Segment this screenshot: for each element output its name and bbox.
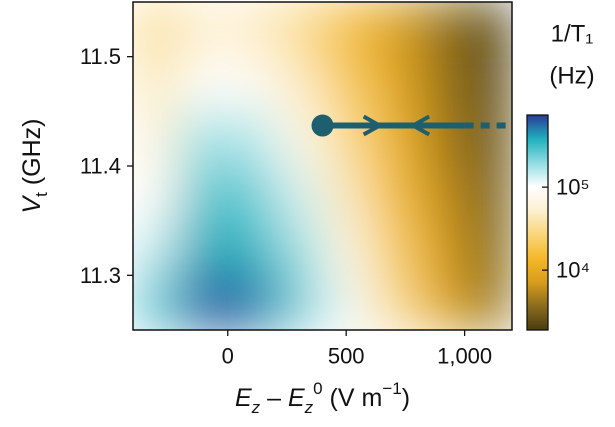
heatmap-cell <box>369 165 418 222</box>
heatmap <box>133 2 512 330</box>
heatmap-cell <box>369 2 418 58</box>
y-tick-label: 11.4 <box>80 154 121 179</box>
x-axis-label-part: E <box>288 384 305 412</box>
x-axis-label-part: z <box>304 398 314 417</box>
heatmap-cell <box>369 56 418 112</box>
heatmap-cell <box>322 274 371 330</box>
heatmap-cell <box>274 274 323 330</box>
heatmap-cell <box>133 165 181 222</box>
heatmap-cell <box>274 220 323 276</box>
heatmap-cell <box>464 2 512 58</box>
heatmap-cell <box>179 165 229 222</box>
heatmap-cell <box>227 165 276 222</box>
x-axis-label: Ez – Ez0 (V m−1) <box>235 379 410 417</box>
colorbar-title: (Hz) <box>549 63 594 90</box>
heatmap-cell <box>179 220 229 276</box>
arrow-head <box>362 114 384 137</box>
heatmap-cell <box>322 220 371 276</box>
x-axis-label-part: 0 <box>313 379 322 398</box>
colorbar-tick-label: 10⁵ <box>556 175 590 200</box>
x-axis-label-part: −1 <box>382 379 401 398</box>
heatmap-cell <box>179 110 229 167</box>
heatmap-cell <box>133 56 181 112</box>
heatmap-cell <box>464 220 512 276</box>
heatmap-cell <box>416 56 466 112</box>
y-tick-label: 11.3 <box>80 263 121 288</box>
heatmap-cell <box>416 2 466 58</box>
x-tick-label: 500 <box>328 344 365 369</box>
heatmap-cell <box>322 165 371 222</box>
x-axis-label-part: (V m <box>323 384 383 412</box>
heatmap-cell <box>133 220 181 276</box>
heatmap-cell <box>179 274 229 330</box>
heatmap-cell <box>133 110 181 167</box>
y-axis-label-part: t <box>32 192 51 197</box>
heatmap-cell <box>464 165 512 222</box>
heatmap-cell <box>227 274 276 330</box>
arrow-head <box>409 114 431 137</box>
heatmap-cell <box>179 56 229 112</box>
heatmap-cell <box>227 220 276 276</box>
x-axis-label-part: ) <box>402 384 410 412</box>
x-axis-label-part: – <box>260 384 288 412</box>
heatmap-cell <box>133 274 181 330</box>
heatmap-cell <box>227 2 276 58</box>
colorbar-tick-label: 10⁴ <box>556 258 590 283</box>
heatmap-cell <box>416 165 466 222</box>
colorbar-title: 1/T₁ <box>551 21 594 48</box>
y-axis-label-part: (GHz) <box>18 118 46 192</box>
heatmap-cell <box>464 274 512 330</box>
heatmap-cell <box>464 110 512 167</box>
heatmap-cell <box>227 110 276 167</box>
heatmap-cell <box>369 274 418 330</box>
heatmap-cell <box>274 165 323 222</box>
x-tick-label: 0 <box>222 344 234 369</box>
heatmap-cells <box>133 2 512 330</box>
heatmap-cell <box>322 56 371 112</box>
heatmap-cell <box>227 56 276 112</box>
heatmap-cell <box>416 274 466 330</box>
heatmap-cell <box>464 56 512 112</box>
y-axis-label-part: V <box>18 195 46 214</box>
x-axis-label-part: z <box>251 398 261 417</box>
y-axis-label: Vt (GHz) <box>18 118 51 213</box>
x-tick-label: 1,000 <box>437 344 492 369</box>
heatmap-cell <box>322 2 371 58</box>
heatmap-cell <box>369 110 418 167</box>
heatmap-cell <box>133 2 181 58</box>
colorbar <box>526 114 549 331</box>
heatmap-cell <box>179 2 229 58</box>
heatmap-cell <box>274 56 323 112</box>
heatmap-cell <box>369 220 418 276</box>
heatmap-cell <box>416 220 466 276</box>
y-tick-label: 11.5 <box>80 44 121 69</box>
heatmap-cell <box>274 2 323 58</box>
x-axis-label-part: E <box>235 384 252 412</box>
start-marker <box>311 114 334 137</box>
